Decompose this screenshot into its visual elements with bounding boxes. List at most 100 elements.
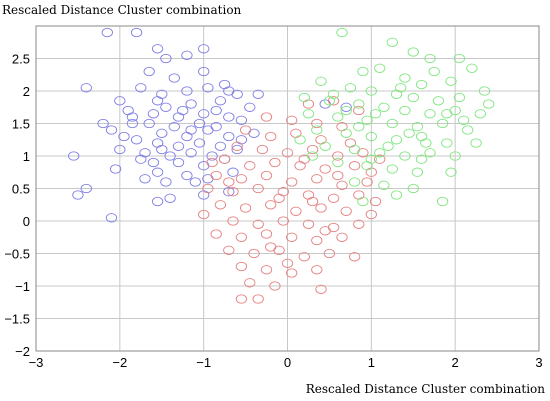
x-axis-label: Rescaled Distance Cluster combination [306,382,546,396]
data-point [449,151,461,161]
data-point [294,135,306,145]
data-point [68,151,80,161]
data-point [361,161,373,171]
data-point [189,177,201,187]
data-point [80,183,92,194]
data-point [269,281,281,291]
data-point [227,167,239,177]
data-point [286,177,298,187]
data-point [273,193,285,203]
y-tick-label: −1.5 [4,312,30,327]
data-point [223,245,235,255]
data-point [231,141,243,151]
data-point [361,177,373,187]
data-point [344,138,357,148]
data-point [407,47,419,57]
data-point [302,190,315,200]
data-point [424,53,436,64]
data-point [156,128,168,138]
data-point [151,44,164,54]
data-point [252,183,264,194]
data-point [369,109,382,119]
data-point [202,83,214,93]
data-point [432,96,445,106]
data-point [181,86,193,96]
data-point [193,118,206,129]
data-point [252,294,264,304]
data-point [302,109,315,119]
x-tick-label: −3 [29,355,44,370]
data-point [227,187,239,197]
data-point [478,86,491,96]
data-point [315,203,327,213]
data-point [365,209,377,220]
data-point [348,144,361,155]
data-point [386,37,398,47]
data-point [105,213,118,223]
series-1 [68,27,352,223]
data-point [126,112,139,122]
x-tick-label: −2 [112,355,127,370]
data-point [361,115,373,125]
data-point [235,232,248,242]
data-point [386,118,398,129]
data-point [315,76,327,86]
data-point [348,177,361,187]
data-point [436,118,449,129]
data-point [97,118,109,129]
data-point [311,125,323,135]
data-point [126,118,139,129]
data-point [223,177,235,187]
data-point [172,141,185,151]
data-point [260,229,273,239]
data-point [428,66,440,77]
x-tick-label: −1 [196,355,211,370]
data-point [344,83,357,93]
data-point [353,219,365,229]
data-point [185,148,197,158]
data-point [210,229,222,239]
data-point [323,248,336,259]
data-point [453,92,466,103]
series-3 [294,27,495,207]
data-point [353,99,365,109]
data-point [332,170,344,181]
data-point [181,131,193,142]
data-point [302,99,315,109]
data-point [143,118,155,129]
data-point [198,66,210,77]
data-point [290,128,302,138]
data-point [453,53,466,64]
data-point [168,73,180,83]
data-point [294,161,306,171]
data-point [445,167,457,177]
data-point [256,144,269,155]
data-point [382,141,394,151]
data-point [130,135,143,145]
data-point [114,144,126,155]
data-point [357,196,369,207]
data-point [353,190,365,200]
data-point [424,148,436,158]
data-point [327,89,340,99]
data-point [374,63,386,73]
data-point [407,183,419,194]
x-tick-label: 1 [368,355,375,370]
tick-labels: −3 −2 −1 0 1 2 3−2−1.5−1−0.500.511.522.5 [4,52,542,371]
data-point [260,265,273,275]
data-point [218,79,231,90]
data-point [353,105,365,116]
data-point [156,144,168,155]
data-point [311,265,323,275]
data-point [365,154,377,164]
data-point [198,209,210,220]
data-points [68,27,495,304]
data-point [411,122,424,132]
data-point [122,105,134,116]
data-point [202,125,214,135]
data-point [286,232,298,242]
data-point [181,170,193,181]
data-point [336,27,348,38]
data-point [311,118,323,129]
